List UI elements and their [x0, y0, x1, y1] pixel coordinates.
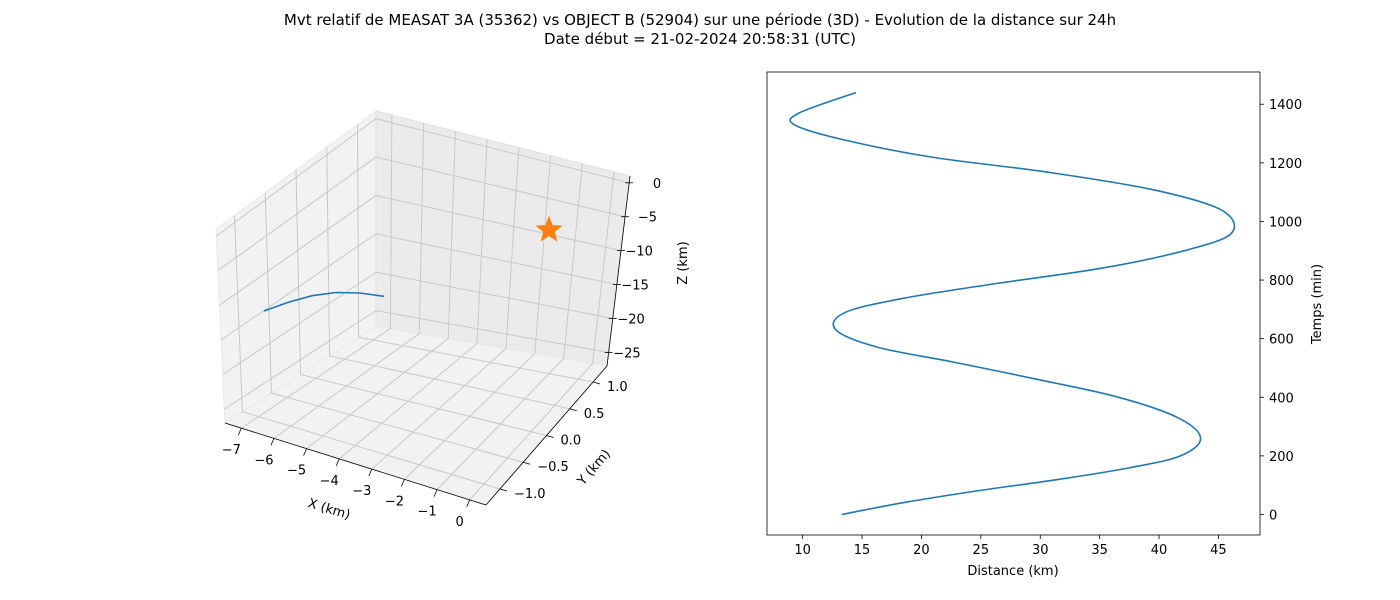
- x-tick-mark: [335, 458, 340, 467]
- distance-y-tick-label: 400: [1269, 391, 1294, 406]
- distance-x-tick-label: 15: [854, 543, 871, 558]
- x-tick-mark: [401, 479, 405, 487]
- y-tick-label: 0.0: [561, 434, 582, 449]
- y-gridline: [326, 147, 570, 410]
- z-tick-label: −10: [626, 245, 653, 260]
- distance-y-tick-label: 1200: [1269, 157, 1302, 172]
- figure-title: Mvt relatif de MEASAT 3A (35362) vs OBJE…: [283, 11, 1117, 29]
- distance-y-tick-label: 0: [1269, 508, 1277, 523]
- z-gridline: [219, 194, 622, 306]
- x-tick-label: −3: [352, 484, 371, 499]
- x-tick-label: −5: [287, 464, 306, 479]
- x-gridline: [306, 131, 456, 450]
- distance-x-tick-label: 30: [1032, 543, 1049, 558]
- z-gridline: [216, 118, 630, 237]
- 3d-trajectory-line: [263, 291, 385, 312]
- distance-y-tick-label: 200: [1269, 450, 1294, 465]
- x-tick-mark: [368, 468, 373, 477]
- x-gridline: [436, 163, 583, 490]
- distance-x-tick-label: 20: [913, 543, 930, 558]
- y-tick-mark: [569, 408, 577, 412]
- 3d-plot-panel: −7−6−5−4−3−2−10−1.0−0.50.00.51.00−5−10−1…: [215, 110, 691, 530]
- z-gridline: [217, 156, 626, 271]
- x-axis-label: X (km): [306, 496, 352, 523]
- 3d-gridlines: [216, 115, 630, 501]
- y-tick-label: −0.5: [537, 460, 569, 475]
- z-tick-label: −25: [613, 346, 640, 361]
- y-tick-mark: [592, 381, 601, 385]
- x-tick-label: −6: [254, 453, 273, 468]
- z-axis-label: Z (km): [676, 241, 691, 284]
- z-tick-label: −20: [617, 313, 644, 328]
- z-tick-label: 0: [653, 177, 661, 192]
- y-gridline: [295, 169, 547, 436]
- x-gridline: [338, 139, 488, 460]
- x-tick-mark: [237, 427, 242, 436]
- x-tick-label: −2: [385, 494, 404, 509]
- figure-subtitle: Date début = 21-02-2024 20:58:31 (UTC): [544, 30, 856, 48]
- y-tick-mark: [546, 435, 554, 438]
- y-tick-mark: [499, 488, 508, 492]
- y-tick-label: 0.5: [584, 407, 605, 422]
- x-tick-mark: [433, 489, 438, 497]
- y-gridline: [264, 192, 524, 463]
- y-gridline: [233, 215, 501, 490]
- x-tick-label: −4: [320, 474, 339, 489]
- distance-y-axis-label: Temps (min): [1310, 264, 1325, 345]
- y-tick-label: 1.0: [607, 380, 628, 395]
- x-tick-label: 0: [456, 515, 464, 530]
- x-axis-line: [224, 422, 487, 506]
- 3d-back-pane: [375, 110, 631, 367]
- distance-y-tick-label: 800: [1269, 274, 1294, 289]
- distance-plot-panel: 10 15 20 25 30 35 40 45 0 200 400 600 800 1000 1200 140…: [766, 71, 1325, 579]
- target-star-marker: [535, 215, 563, 242]
- distance-x-tick-label: 40: [1151, 543, 1168, 558]
- z-tick-label: −5: [638, 211, 657, 226]
- distance-x-axis-label: Distance (km): [967, 564, 1058, 579]
- x-gridline: [469, 171, 615, 501]
- x-gridline: [404, 155, 552, 480]
- x-tick-label: −7: [222, 443, 241, 458]
- distance-y-tick-label: 600: [1269, 333, 1294, 348]
- distance-x-tick-label: 25: [973, 543, 990, 558]
- distance-x-tick-label: 35: [1091, 543, 1108, 558]
- distance-plot-ticks: 10 15 20 25 30 35 40 45 0 200 400 600 800 1000 1200 140…: [794, 98, 1302, 558]
- x-tick-mark: [303, 448, 307, 456]
- distance-curve: [789, 91, 1236, 516]
- y-gridline: [357, 124, 594, 383]
- distance-x-tick-label: 10: [794, 543, 811, 558]
- z-gridline: [222, 271, 613, 375]
- z-gridline: [224, 310, 609, 410]
- z-tick-label: −15: [621, 279, 648, 294]
- x-gridline: [241, 115, 393, 429]
- z-axis-line: [606, 175, 631, 367]
- 3d-ticks: −7−6−5−4−3−2−10−1.0−0.50.00.51.00−5−10−1…: [222, 177, 661, 530]
- z-gridline: [220, 233, 617, 341]
- x-tick-label: −1: [417, 505, 436, 520]
- distance-x-tick-label: 45: [1210, 543, 1227, 558]
- distance-plot-frame: [766, 71, 1261, 536]
- y-axis-label: Y (km): [574, 447, 614, 490]
- x-gridline: [371, 147, 520, 470]
- y-tick-label: −1.0: [514, 487, 546, 502]
- distance-y-tick-label: 1400: [1269, 98, 1302, 113]
- x-gridline: [273, 123, 425, 439]
- distance-y-tick-label: 1000: [1269, 215, 1302, 230]
- y-tick-mark: [523, 461, 531, 465]
- x-tick-mark: [270, 438, 275, 446]
- x-tick-mark: [466, 499, 471, 508]
